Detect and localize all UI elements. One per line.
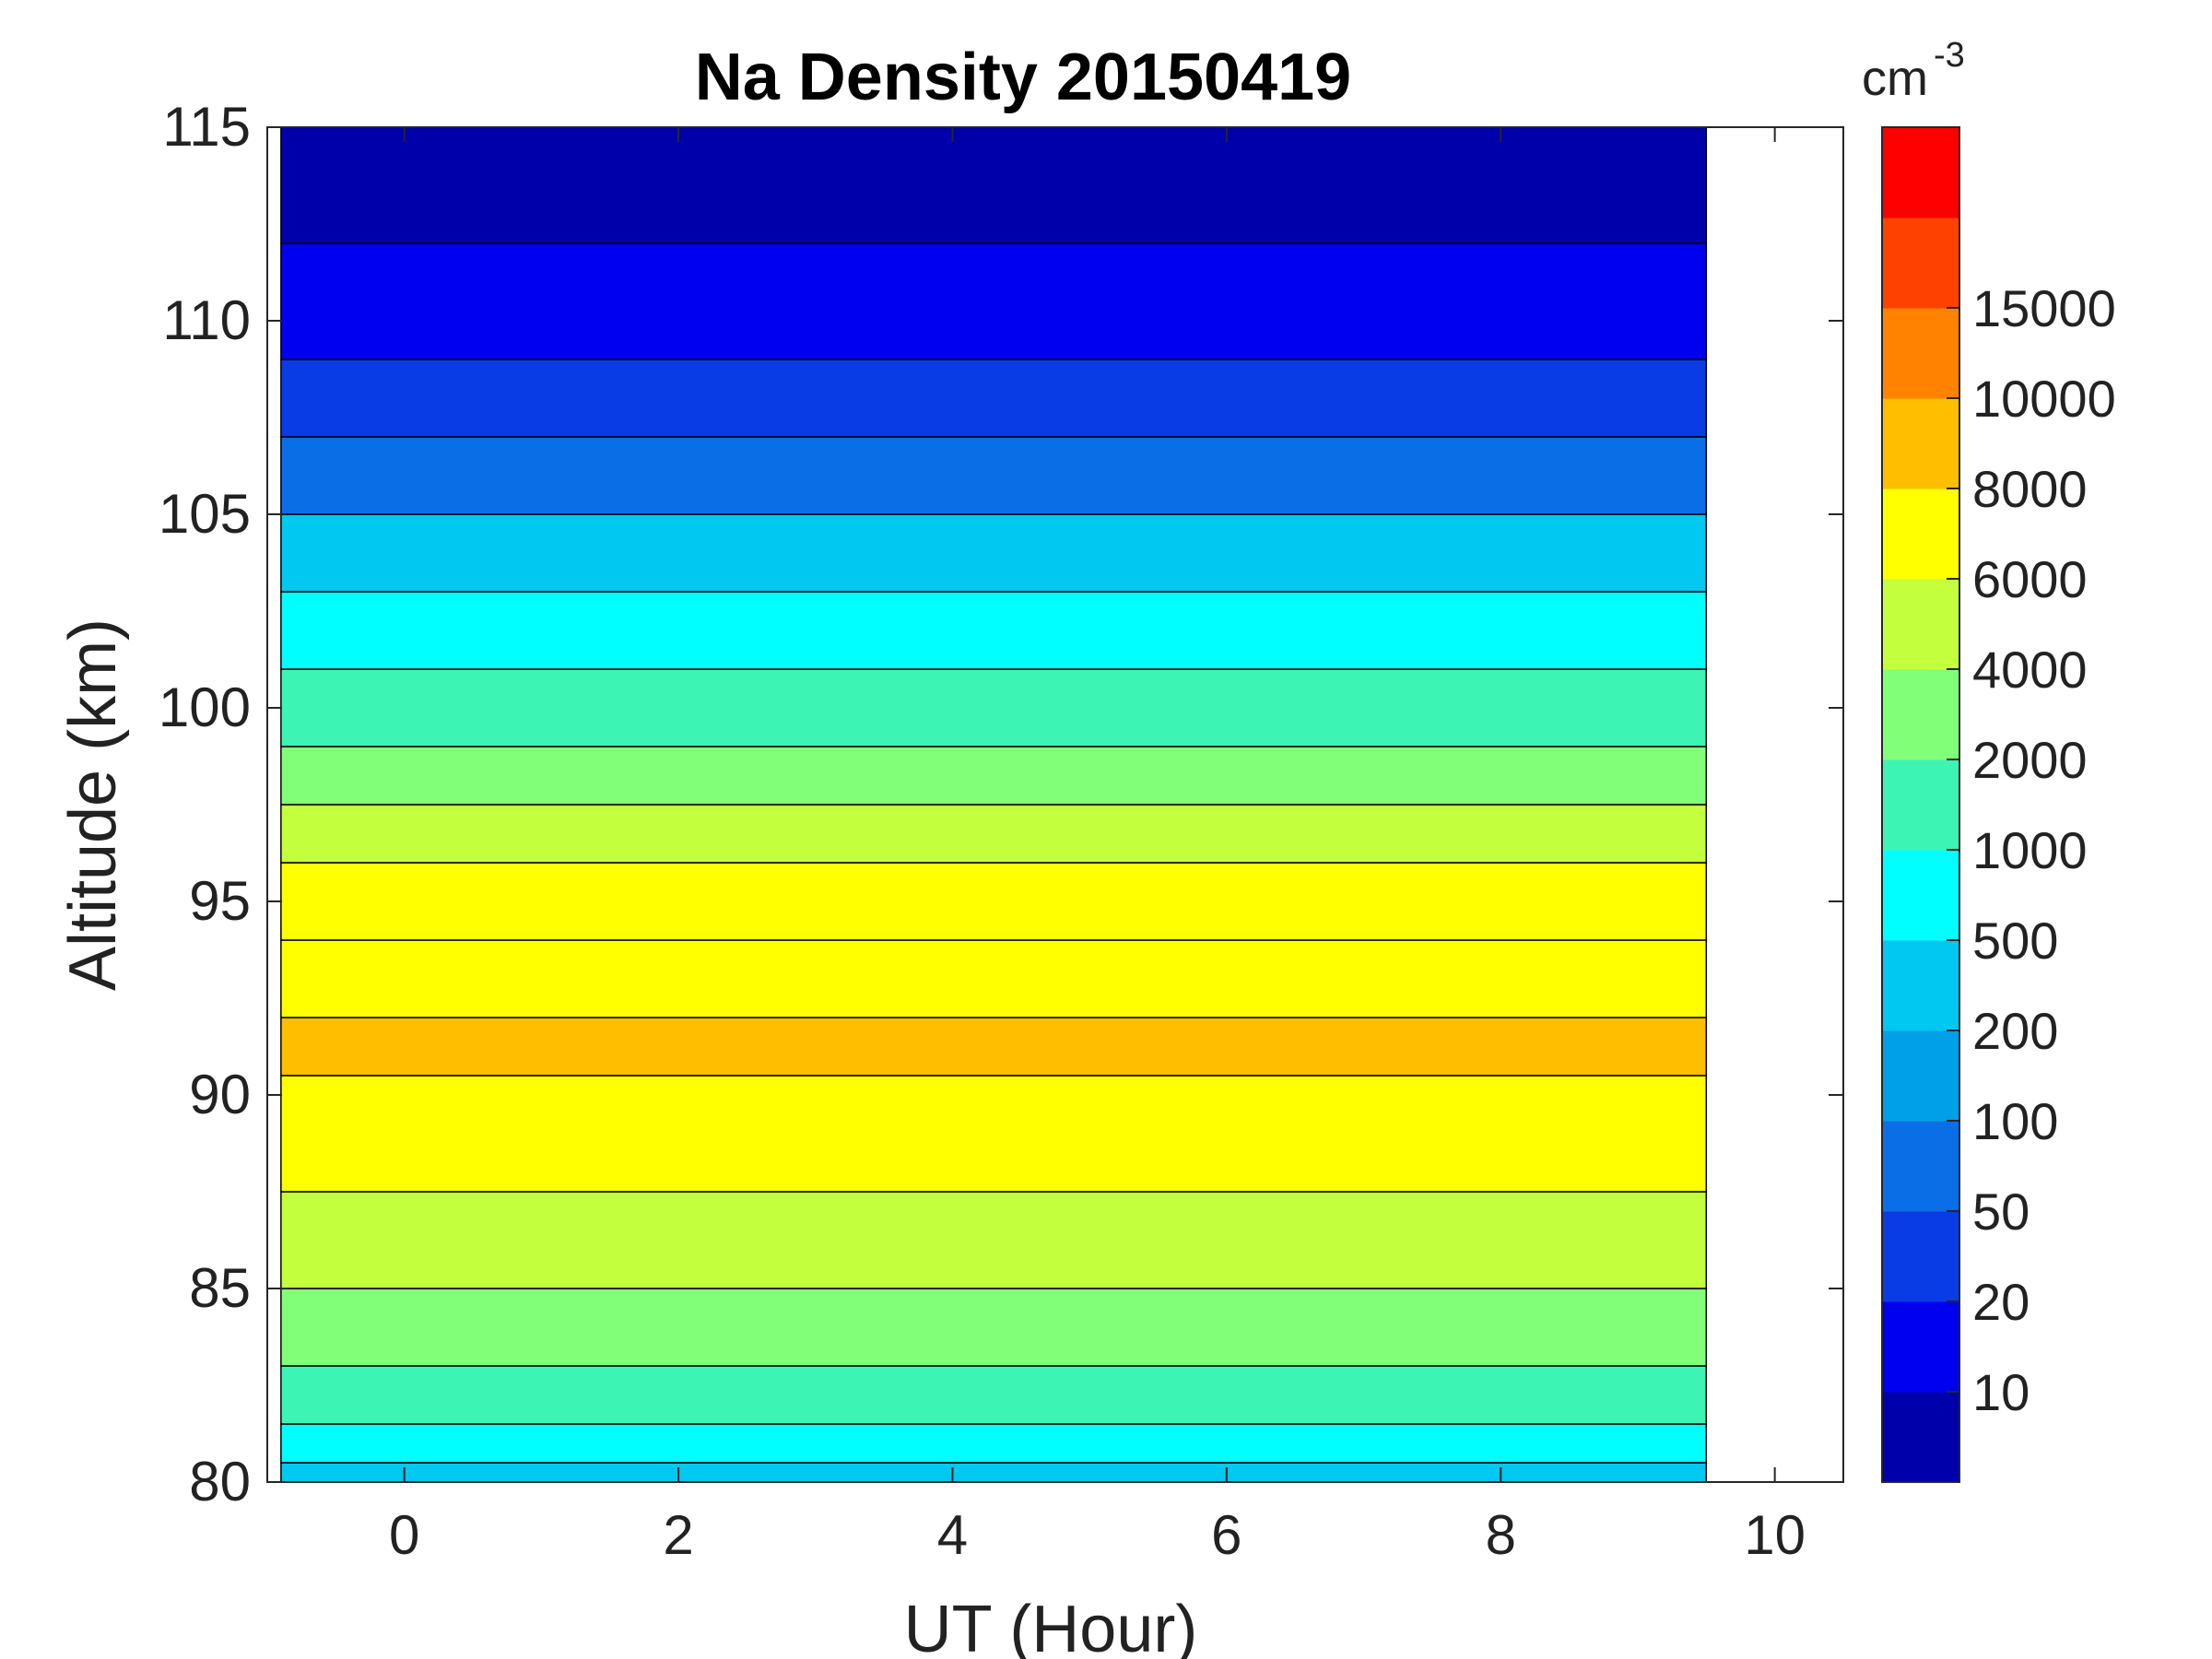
heatmap-band-9 xyxy=(280,804,1708,864)
heatmap-band-3 xyxy=(280,1288,1708,1367)
chart-title: Na Density 20150419 xyxy=(695,41,1351,114)
colorbar-swatch xyxy=(1882,398,1959,489)
x-tick-label: 4 xyxy=(937,1504,968,1566)
colorbar-label: 6000 xyxy=(1972,550,2088,608)
y-tick-label: 115 xyxy=(162,96,251,158)
heatmap-band-1 xyxy=(280,1423,1708,1464)
colorbar-swatch xyxy=(1882,1392,1959,1483)
colorbar-label: 8000 xyxy=(1972,460,2088,518)
heatmap-band-4 xyxy=(280,1191,1708,1289)
colorbar-label: 10000 xyxy=(1972,370,2116,428)
colorbar-label: 200 xyxy=(1972,1002,2058,1060)
heatmap-band-11 xyxy=(280,668,1708,747)
heatmap-band-5 xyxy=(280,1075,1708,1193)
colorbar: 10 20 50 100 200 500 1000 2000 4000 6000 8000 10000… xyxy=(1881,126,2116,1483)
x-axis-label: UT (Hour) xyxy=(904,1593,1198,1659)
y-axis-ticks: 80 85 90 95 100 105 110 115 xyxy=(159,96,1843,1512)
heatmap-band-0 xyxy=(280,1462,1708,1482)
colorbar-unit-base: cm xyxy=(1862,51,1928,106)
heatmap-band-17 xyxy=(280,127,1708,244)
colorbar-swatch xyxy=(1882,1121,1959,1212)
x-tick-label: 0 xyxy=(389,1504,419,1566)
colorbar-swatch xyxy=(1882,1211,1959,1302)
colorbar-label: 2000 xyxy=(1972,731,2088,789)
colorbar-label: 500 xyxy=(1972,912,2058,970)
x-tick-label: 6 xyxy=(1211,1504,1241,1566)
heatmap-band-15 xyxy=(280,359,1708,438)
y-tick-label: 95 xyxy=(189,870,251,932)
y-tick-label: 100 xyxy=(159,677,251,738)
heatmap-band-8 xyxy=(280,862,1708,941)
x-tick-label: 2 xyxy=(663,1504,693,1566)
y-tick-label: 90 xyxy=(189,1064,251,1125)
x-tick-label: 8 xyxy=(1486,1504,1516,1566)
heatmap-band-16 xyxy=(280,242,1708,360)
heatmap-band-10 xyxy=(280,746,1708,806)
colorbar-label: 4000 xyxy=(1972,641,2088,699)
y-tick-label: 105 xyxy=(159,483,251,545)
heatmap-band-7 xyxy=(280,939,1708,1018)
heatmap-band-6 xyxy=(280,1017,1708,1077)
colorbar-label: 100 xyxy=(1972,1092,2058,1150)
colorbar-label: 50 xyxy=(1972,1182,2030,1241)
colorbar-swatch xyxy=(1882,669,1959,760)
colorbar-swatch xyxy=(1882,579,1959,670)
y-axis-label: Altitude (km) xyxy=(56,618,130,991)
colorbar-swatch xyxy=(1882,1030,1959,1122)
colorbar-label: 10 xyxy=(1972,1363,2030,1421)
colorbar-swatch xyxy=(1882,759,1959,851)
heatmap-band-2 xyxy=(280,1365,1708,1425)
heatmap-band-13 xyxy=(280,513,1708,593)
heatmap-band-12 xyxy=(280,591,1708,670)
y-tick-label: 80 xyxy=(189,1451,251,1512)
colorbar-swatch xyxy=(1882,850,1959,941)
colorbar-unit-exponent: -3 xyxy=(1934,36,1965,75)
colorbar-swatch xyxy=(1882,488,1959,580)
colorbar-swatch xyxy=(1882,1301,1959,1393)
colorbar-label: 15000 xyxy=(1972,279,2116,337)
colorbar-unit: cm -3 xyxy=(1862,36,1965,106)
colorbar-swatch xyxy=(1882,308,1959,399)
colorbar-frame xyxy=(1881,126,1960,1483)
colorbar-swatch xyxy=(1882,127,1959,218)
colorbar-swatch xyxy=(1882,218,1959,309)
x-tick-label: 10 xyxy=(1744,1504,1806,1566)
y-tick-label: 85 xyxy=(189,1257,251,1319)
colorbar-label: 1000 xyxy=(1972,821,2088,879)
colorbar-label: 20 xyxy=(1972,1273,2030,1331)
heatmap-bands xyxy=(280,127,1708,1482)
x-axis-ticks: 0 2 4 6 8 10 xyxy=(389,127,1806,1566)
heatmap-band-14 xyxy=(280,436,1708,515)
plot-frame xyxy=(266,126,1844,1483)
y-tick-label: 110 xyxy=(162,289,251,351)
colorbar-swatch xyxy=(1882,940,1959,1031)
